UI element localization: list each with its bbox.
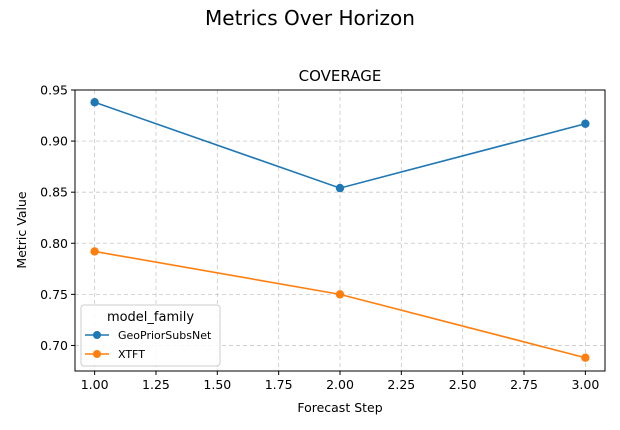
x-tick-label: 1.50 [203, 377, 231, 392]
x-tick-label: 2.50 [449, 377, 477, 392]
data-point [335, 183, 345, 193]
x-axis-label: Forecast Step [297, 400, 382, 415]
x-tick-label: 1.75 [265, 377, 293, 392]
figure-suptitle: Metrics Over Horizon [205, 6, 415, 30]
x-tick-label: 1.25 [142, 377, 170, 392]
y-tick-label: 0.85 [40, 185, 68, 200]
data-point [90, 247, 99, 256]
x-tick-label: 2.00 [326, 377, 354, 392]
y-tick-label: 0.70 [40, 338, 68, 353]
legend-label: GeoPriorSubsNet [118, 329, 212, 342]
legend: model_family GeoPriorSubsNet XTFT [80, 304, 221, 367]
legend-title: model_family [107, 310, 194, 325]
x-tick-label: 2.75 [510, 377, 538, 392]
data-point [581, 119, 590, 128]
legend-entries: GeoPriorSubsNet XTFT [85, 329, 212, 361]
y-tick-label: 0.80 [40, 236, 68, 251]
data-point [90, 98, 99, 107]
y-axis-ticks: 0.70 0.75 0.80 0.85 0.90 0.95 [40, 83, 75, 353]
legend-label: XTFT [118, 348, 145, 361]
y-tick-label: 0.90 [40, 134, 68, 149]
legend-box [80, 304, 221, 367]
legend-marker [93, 331, 101, 339]
x-tick-label: 3.00 [571, 377, 599, 392]
y-axis-label: Metric Value [14, 191, 29, 268]
x-tick-label: 2.25 [387, 377, 415, 392]
data-point [581, 353, 590, 362]
y-tick-label: 0.95 [40, 83, 68, 98]
x-tick-label: 1.00 [81, 377, 109, 392]
chart-title: COVERAGE [299, 67, 382, 85]
series-layer [90, 98, 590, 362]
x-axis-ticks: 1.00 1.25 1.50 1.75 2.00 2.25 2.50 2.75 3.00 [81, 371, 599, 392]
data-point [335, 290, 345, 299]
legend-marker [93, 350, 101, 358]
y-tick-label: 0.75 [40, 287, 68, 302]
